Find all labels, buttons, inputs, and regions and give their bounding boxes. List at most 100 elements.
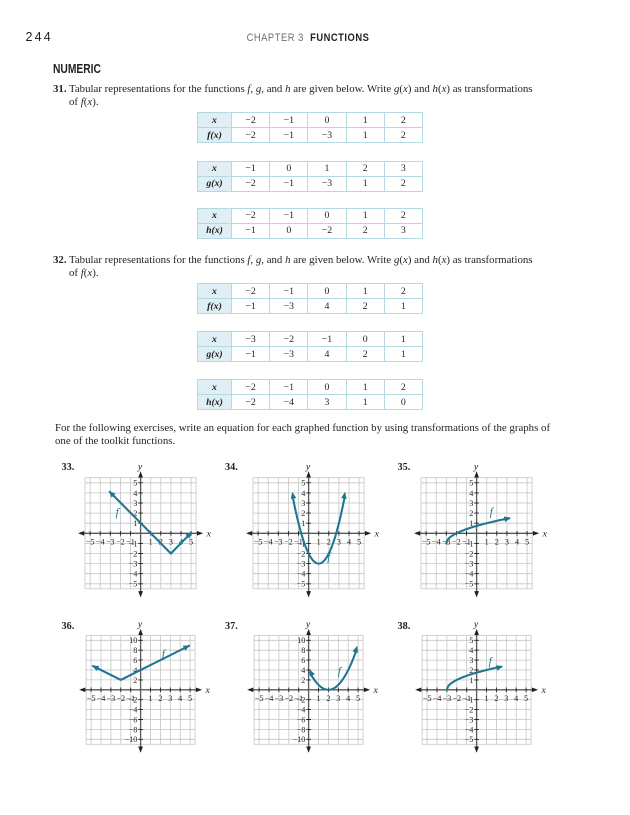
svg-text:−4: −4	[297, 706, 306, 715]
svg-text:y: y	[305, 461, 311, 472]
svg-text:2: 2	[469, 509, 473, 518]
svg-text:−4: −4	[297, 570, 306, 579]
svg-text:4: 4	[469, 646, 473, 655]
svg-text:1: 1	[317, 537, 321, 546]
svg-text:3: 3	[337, 694, 341, 703]
svg-text:−2: −2	[129, 696, 138, 705]
svg-text:6: 6	[133, 656, 137, 665]
svg-text:−2: −2	[465, 549, 474, 558]
svg-text:2: 2	[327, 537, 331, 546]
svg-text:y: y	[473, 619, 479, 630]
svg-text:2: 2	[133, 676, 137, 685]
svg-text:−5: −5	[423, 694, 432, 703]
svg-text:−3: −3	[465, 560, 474, 569]
svg-text:−10: −10	[293, 735, 306, 744]
svg-text:f: f	[490, 507, 495, 519]
svg-text:3: 3	[168, 694, 172, 703]
svg-text:−2: −2	[285, 694, 294, 703]
svg-text:−5: −5	[87, 694, 96, 703]
svg-text:5: 5	[469, 636, 473, 645]
svg-text:−4: −4	[265, 694, 274, 703]
svg-text:4: 4	[515, 537, 519, 546]
svg-text:1: 1	[469, 676, 473, 685]
svg-text:−2: −2	[129, 549, 138, 558]
svg-text:−1: −1	[465, 539, 474, 548]
svg-text:−1: −1	[462, 694, 471, 703]
svg-text:10: 10	[129, 636, 137, 645]
svg-text:5: 5	[188, 694, 192, 703]
svg-text:−4: −4	[465, 570, 474, 579]
svg-text:6: 6	[302, 656, 306, 665]
svg-text:f: f	[162, 648, 167, 660]
svg-text:−6: −6	[297, 715, 306, 724]
svg-text:y: y	[473, 461, 479, 472]
svg-text:−4: −4	[264, 537, 273, 546]
svg-text:4: 4	[302, 666, 306, 675]
svg-text:−10: −10	[125, 735, 138, 744]
svg-text:−2: −2	[452, 694, 461, 703]
svg-text:−4: −4	[129, 570, 138, 579]
svg-text:8: 8	[302, 646, 306, 655]
svg-text:−1: −1	[295, 537, 304, 546]
svg-text:3: 3	[505, 537, 509, 546]
svg-text:−5: −5	[254, 537, 263, 546]
svg-text:5: 5	[357, 537, 361, 546]
svg-text:1: 1	[469, 519, 473, 528]
svg-text:−8: −8	[297, 725, 306, 734]
svg-text:2: 2	[302, 676, 306, 685]
svg-text:−2: −2	[116, 537, 125, 546]
svg-text:5: 5	[524, 694, 528, 703]
svg-text:2: 2	[494, 694, 498, 703]
svg-text:−1: −1	[462, 537, 471, 546]
svg-text:−4: −4	[432, 537, 441, 546]
svg-text:1: 1	[302, 519, 306, 528]
svg-text:−5: −5	[255, 694, 264, 703]
svg-text:1: 1	[485, 537, 489, 546]
svg-text:10: 10	[298, 636, 306, 645]
svg-text:y: y	[305, 619, 311, 630]
svg-text:4: 4	[514, 694, 518, 703]
svg-text:2: 2	[469, 666, 473, 675]
svg-text:2: 2	[133, 509, 137, 518]
svg-text:−5: −5	[297, 580, 306, 589]
svg-text:−2: −2	[297, 696, 306, 705]
svg-text:−4: −4	[96, 537, 105, 546]
svg-text:2: 2	[495, 537, 499, 546]
svg-text:−3: −3	[107, 694, 116, 703]
svg-text:f: f	[489, 656, 494, 668]
svg-text:−1: −1	[126, 694, 135, 703]
svg-text:4: 4	[133, 489, 137, 498]
svg-text:4: 4	[347, 694, 351, 703]
svg-text:f: f	[338, 666, 343, 678]
svg-text:−4: −4	[97, 694, 106, 703]
svg-text:−5: −5	[422, 537, 431, 546]
svg-text:−3: −3	[297, 560, 306, 569]
svg-text:1: 1	[149, 537, 153, 546]
svg-text:y: y	[137, 619, 143, 630]
svg-text:1: 1	[133, 519, 137, 528]
svg-text:−4: −4	[129, 706, 138, 715]
svg-text:3: 3	[169, 537, 173, 546]
svg-text:4: 4	[133, 666, 137, 675]
svg-text:3: 3	[302, 499, 306, 508]
svg-text:−2: −2	[452, 537, 461, 546]
svg-text:1: 1	[317, 694, 321, 703]
svg-text:3: 3	[469, 499, 473, 508]
svg-text:1: 1	[484, 694, 488, 703]
svg-text:−2: −2	[116, 694, 125, 703]
svg-text:5: 5	[356, 694, 360, 703]
svg-text:3: 3	[504, 694, 508, 703]
svg-text:x: x	[373, 685, 379, 696]
svg-text:−5: −5	[129, 580, 138, 589]
svg-text:3: 3	[337, 537, 341, 546]
svg-text:4: 4	[469, 489, 473, 498]
svg-text:−4: −4	[465, 725, 474, 734]
svg-text:f: f	[328, 551, 333, 563]
svg-text:2: 2	[159, 537, 163, 546]
svg-text:−2: −2	[284, 537, 293, 546]
svg-text:−1: −1	[295, 694, 304, 703]
svg-text:−3: −3	[465, 715, 474, 724]
svg-text:5: 5	[302, 479, 306, 488]
svg-text:1: 1	[148, 694, 152, 703]
svg-text:f: f	[116, 507, 121, 519]
